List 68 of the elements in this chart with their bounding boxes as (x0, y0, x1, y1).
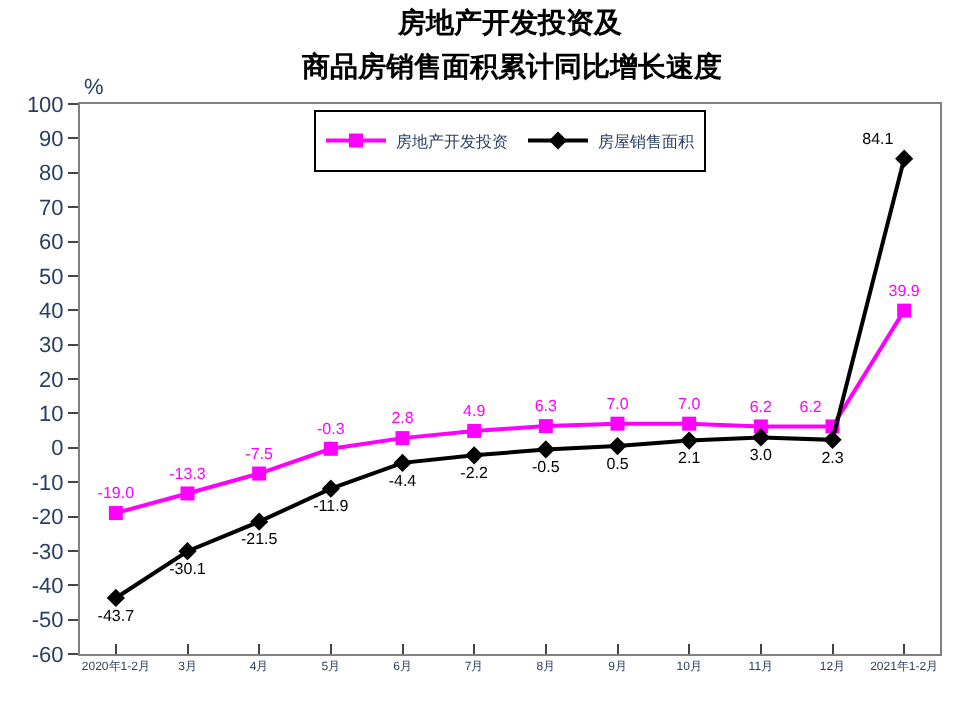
data-label: 39.9 (888, 281, 921, 300)
data-label: -2.2 (460, 464, 490, 483)
y-tick-label: -60 (31, 643, 64, 668)
point (465, 446, 484, 465)
point (108, 506, 123, 521)
data-label: 4.9 (463, 402, 487, 421)
data-label: 2.1 (678, 449, 702, 468)
point (895, 149, 914, 168)
data-label: -19.0 (97, 484, 136, 503)
y-tick-label: 70 (39, 196, 64, 221)
data-label: -7.5 (245, 444, 275, 463)
point (106, 588, 125, 608)
point (751, 428, 770, 447)
point (178, 542, 197, 561)
point (823, 430, 842, 449)
y-tick-label: 0 (51, 437, 64, 462)
y-tick-label: 60 (39, 231, 64, 256)
data-label: -0.3 (317, 420, 346, 439)
data-label: 84.1 (862, 129, 895, 148)
y-tick-label: 20 (39, 368, 64, 393)
data-label: 6.3 (534, 397, 559, 416)
chart-subtitle: 商品房销售面积累计同比增长速度 (300, 50, 722, 84)
data-label: -30.1 (169, 559, 207, 578)
point (321, 479, 340, 498)
point (180, 486, 195, 501)
data-label: -13.3 (169, 464, 207, 483)
y-tick-label: -30 (31, 540, 64, 565)
point (682, 416, 697, 431)
y-tick-label: 100 (26, 93, 64, 118)
data-label: 6.2 (749, 397, 774, 416)
data-label: -0.5 (532, 458, 561, 477)
y-tick-label: -40 (31, 574, 64, 599)
y-tick-label: -20 (31, 506, 64, 531)
point (897, 303, 912, 318)
point (393, 453, 412, 472)
point (250, 512, 269, 531)
y-tick-label: 90 (39, 128, 64, 153)
point (536, 440, 555, 459)
point (608, 436, 627, 456)
data-label: 7.0 (606, 394, 630, 413)
y-tick-label: 50 (39, 265, 64, 290)
data-label: 2.3 (821, 448, 845, 467)
point (538, 419, 553, 434)
y-tick-label: 10 (39, 403, 64, 428)
y-tick-label: -10 (31, 471, 64, 496)
legend-label: 房屋销售面积 (598, 132, 694, 151)
legend-label: 房地产开发投资 (396, 132, 508, 151)
y-axis-title: % (84, 76, 104, 100)
data-label: 7.0 (678, 394, 702, 413)
data-label: -21.5 (240, 530, 279, 549)
data-label: 2.8 (391, 409, 415, 428)
y-tick-label: 40 (39, 299, 64, 324)
point (680, 431, 699, 450)
point (610, 416, 625, 431)
point (467, 423, 482, 438)
data-label: 6.2 (799, 397, 823, 416)
data-label: -4.4 (388, 471, 418, 490)
y-tick-label: -50 (31, 609, 64, 634)
point (323, 441, 338, 456)
y-tick-label: 80 (39, 162, 64, 187)
data-label: 0.5 (606, 454, 630, 473)
chart-title: 房地产开发投资及 (396, 6, 624, 40)
data-label: -11.9 (313, 497, 350, 516)
point (252, 466, 267, 481)
data-label: -43.7 (97, 606, 136, 625)
point (395, 431, 410, 446)
data-label: 3.0 (749, 446, 774, 465)
y-tick-label: 30 (39, 334, 64, 359)
